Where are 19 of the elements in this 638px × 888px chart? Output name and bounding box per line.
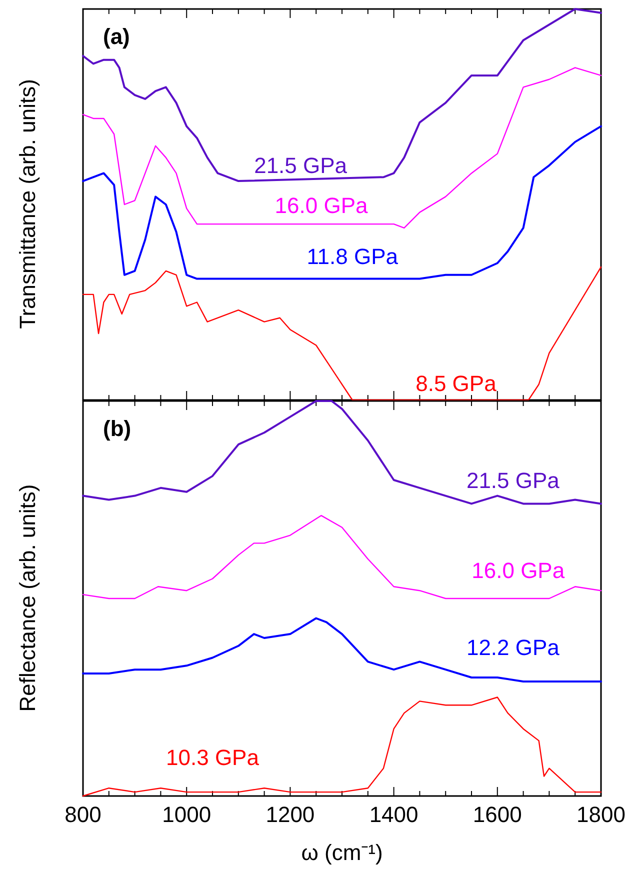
series-label: 16.0 GPa (472, 558, 566, 583)
series-label: 21.5 GPa (466, 468, 560, 493)
series-label: 11.8 GPa (306, 244, 399, 269)
x-axis-title: ω (cm⁻¹) (301, 840, 383, 865)
text: (a) (103, 24, 130, 49)
text: (b) (103, 416, 132, 441)
series-label: 12.2 GPa (466, 635, 560, 660)
x-tick-label: 1800 (576, 802, 626, 827)
y-axis-title: Reflectance (arb. units) (15, 484, 40, 712)
x-tick-label: 1000 (162, 802, 212, 827)
x-tick-label: 800 (64, 802, 102, 827)
x-tick-label: 1400 (369, 802, 418, 827)
series-label: 16.0 GPa (274, 193, 369, 218)
series-label: 21.5 GPa (254, 153, 348, 178)
x-tick-label: 1200 (266, 802, 315, 827)
y-axis-title: Transmittance (arb. units) (15, 79, 40, 329)
series-label: 8.5 GPa (416, 371, 498, 396)
series-label: 10.3 GPa (166, 745, 260, 770)
x-tick-label: 1600 (472, 802, 522, 827)
